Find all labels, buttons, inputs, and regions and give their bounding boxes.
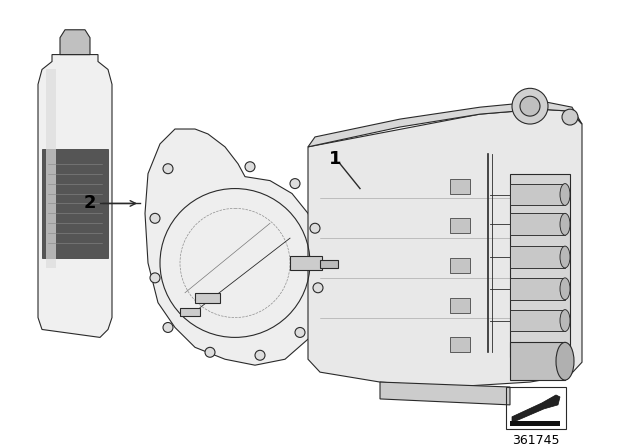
Ellipse shape xyxy=(560,246,570,268)
Polygon shape xyxy=(308,109,582,387)
Ellipse shape xyxy=(560,213,570,235)
Ellipse shape xyxy=(560,310,570,332)
Circle shape xyxy=(245,162,255,172)
Polygon shape xyxy=(145,129,322,365)
Circle shape xyxy=(290,179,300,189)
Circle shape xyxy=(512,88,548,124)
Polygon shape xyxy=(308,101,582,147)
Circle shape xyxy=(205,347,215,357)
Polygon shape xyxy=(512,395,560,422)
Bar xyxy=(506,387,566,429)
Bar xyxy=(510,342,565,380)
Bar xyxy=(510,246,565,268)
Circle shape xyxy=(310,223,320,233)
Bar xyxy=(510,174,570,357)
Text: 1: 1 xyxy=(329,150,341,168)
Circle shape xyxy=(150,273,160,283)
Bar xyxy=(290,256,322,270)
Bar xyxy=(510,213,565,235)
Bar xyxy=(180,308,200,315)
Text: 361745: 361745 xyxy=(512,434,560,447)
Circle shape xyxy=(163,323,173,332)
Bar xyxy=(510,278,565,300)
Circle shape xyxy=(562,109,578,125)
Bar xyxy=(510,310,565,332)
Bar xyxy=(450,258,470,273)
Polygon shape xyxy=(60,30,90,55)
Ellipse shape xyxy=(556,342,574,380)
Bar xyxy=(46,69,56,268)
Bar xyxy=(450,179,470,194)
Bar xyxy=(510,184,565,206)
Bar xyxy=(195,293,220,303)
Polygon shape xyxy=(380,382,510,405)
Bar xyxy=(320,260,338,268)
Text: 2: 2 xyxy=(84,194,96,212)
Circle shape xyxy=(163,164,173,174)
Bar xyxy=(510,421,560,426)
Circle shape xyxy=(150,213,160,223)
Bar xyxy=(42,149,108,258)
Bar xyxy=(450,218,470,233)
Circle shape xyxy=(295,327,305,337)
Circle shape xyxy=(313,283,323,293)
Polygon shape xyxy=(38,55,112,337)
Bar xyxy=(450,298,470,313)
Ellipse shape xyxy=(560,278,570,300)
Circle shape xyxy=(255,350,265,360)
Circle shape xyxy=(520,96,540,116)
Ellipse shape xyxy=(560,184,570,206)
Bar xyxy=(450,337,470,352)
